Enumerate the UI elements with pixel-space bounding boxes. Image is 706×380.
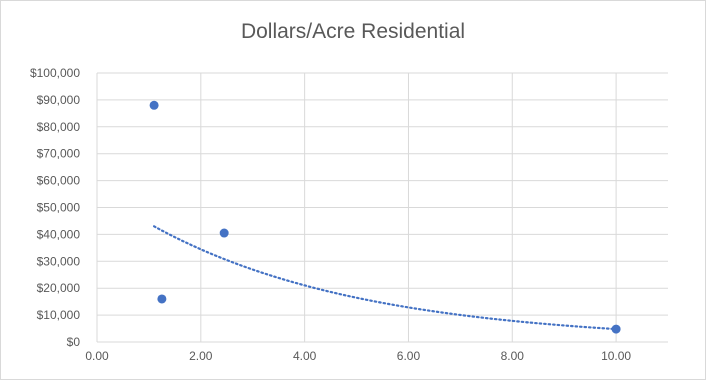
- gridlines: [97, 72, 668, 342]
- axes: [96, 73, 668, 343]
- data-points: [149, 100, 621, 334]
- x-tick-label: 4.00: [293, 349, 317, 363]
- y-tick-label: $100,000: [30, 66, 80, 80]
- y-tick-label: $90,000: [37, 93, 81, 107]
- y-tick-label: $10,000: [37, 308, 81, 322]
- y-tick-label: $80,000: [37, 120, 81, 134]
- x-axis-tick-labels: 0.00 2.00 4.00 6.00 8.00 10.00: [85, 349, 631, 363]
- y-tick-label: $0: [67, 335, 81, 349]
- data-point: [157, 294, 167, 304]
- y-axis-tick-labels: $0 $10,000 $20,000 $30,000 $40,000 $50,000 $60…: [30, 66, 80, 349]
- y-tick-label: $70,000: [37, 147, 81, 161]
- data-point: [611, 324, 621, 334]
- x-tick-label: 8.00: [501, 349, 525, 363]
- data-point: [219, 228, 229, 238]
- y-tick-label: $30,000: [37, 254, 81, 268]
- x-tick-label: 2.00: [189, 349, 213, 363]
- trendline: [153, 225, 618, 331]
- data-point: [149, 100, 159, 110]
- y-tick-label: $50,000: [37, 201, 81, 215]
- chart-title: Dollars/Acre Residential: [240, 20, 466, 43]
- x-tick-label: 0.00: [85, 349, 109, 363]
- y-tick-label: $20,000: [37, 281, 81, 295]
- exponential-trendline: [153, 225, 618, 331]
- y-tick-label: $60,000: [37, 174, 81, 188]
- y-tick-label: $40,000: [37, 227, 81, 241]
- x-tick-label: 10.00: [601, 349, 631, 363]
- x-tick-label: 6.00: [397, 349, 421, 363]
